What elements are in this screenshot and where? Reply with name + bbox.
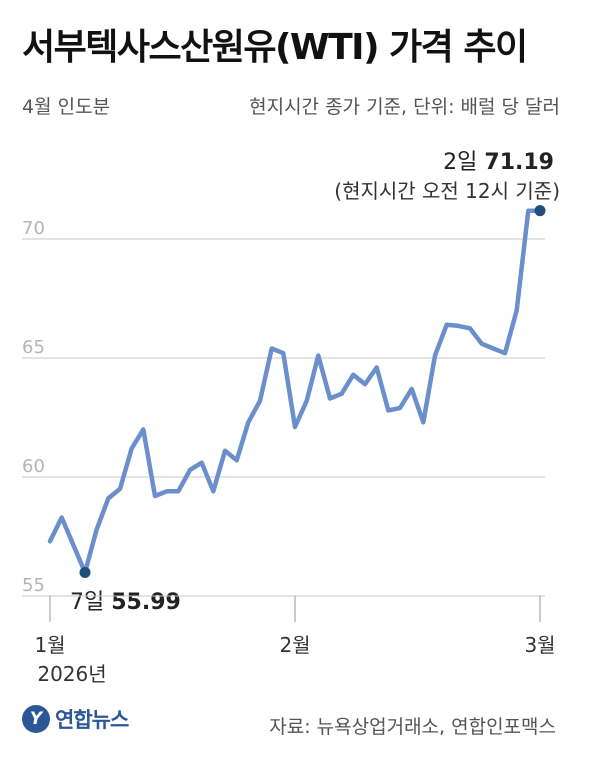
x-tick-sublabel-0: 2026년 [37, 662, 106, 686]
max-annotation-note: (현지시간 오전 12시 기준) [334, 179, 560, 203]
min-annotation: 7일 55.99 [70, 584, 181, 616]
max-annotation-day: 2일 [443, 150, 478, 175]
x-tick-label-2: 3월 [524, 633, 555, 657]
y-tick-label-70: 70 [22, 218, 45, 239]
grid-layer: 55 60 65 70 [22, 218, 545, 597]
x-tick-label-0: 1월 [34, 633, 65, 657]
logo-mark-icon: Y [22, 705, 50, 733]
series-layer [47, 208, 543, 575]
x-tick-label-1: 2월 [279, 633, 310, 657]
source-note: 자료: 뉴욕상업거래소, 연합인포맥스 [269, 716, 556, 738]
logo-text: 연합뉴스 [55, 708, 129, 732]
wti-price-line [47, 208, 543, 575]
chart-subtitle-delivery: 4월 인도분 [22, 96, 111, 118]
chart-title: 서부텍사스산원유(WTI) 가격 추이 [22, 27, 528, 68]
min-annotation-value: 55.99 [111, 590, 181, 615]
y-tick-label-60: 60 [22, 456, 45, 477]
min-annotation-day: 7일 [70, 590, 105, 615]
marker-layer [79, 205, 546, 578]
max-point-marker [534, 205, 546, 217]
min-point-marker [79, 566, 91, 578]
max-annotation-value: 71.19 [484, 150, 554, 175]
y-tick-label-65: 65 [22, 337, 45, 358]
y-tick-label-55: 55 [22, 575, 45, 596]
chart-subtitle-units: 현지시간 종가 기준, 단위: 배럴 당 달러 [249, 96, 560, 118]
line-chart: 55 60 65 70 1월 2026년 2월 3월 [22, 205, 556, 686]
yonhap-logo: Y 연합뉴스 [22, 704, 129, 734]
x-axis: 1월 2026년 2월 3월 [34, 596, 556, 686]
max-annotation: 2일 71.19 [443, 144, 554, 176]
